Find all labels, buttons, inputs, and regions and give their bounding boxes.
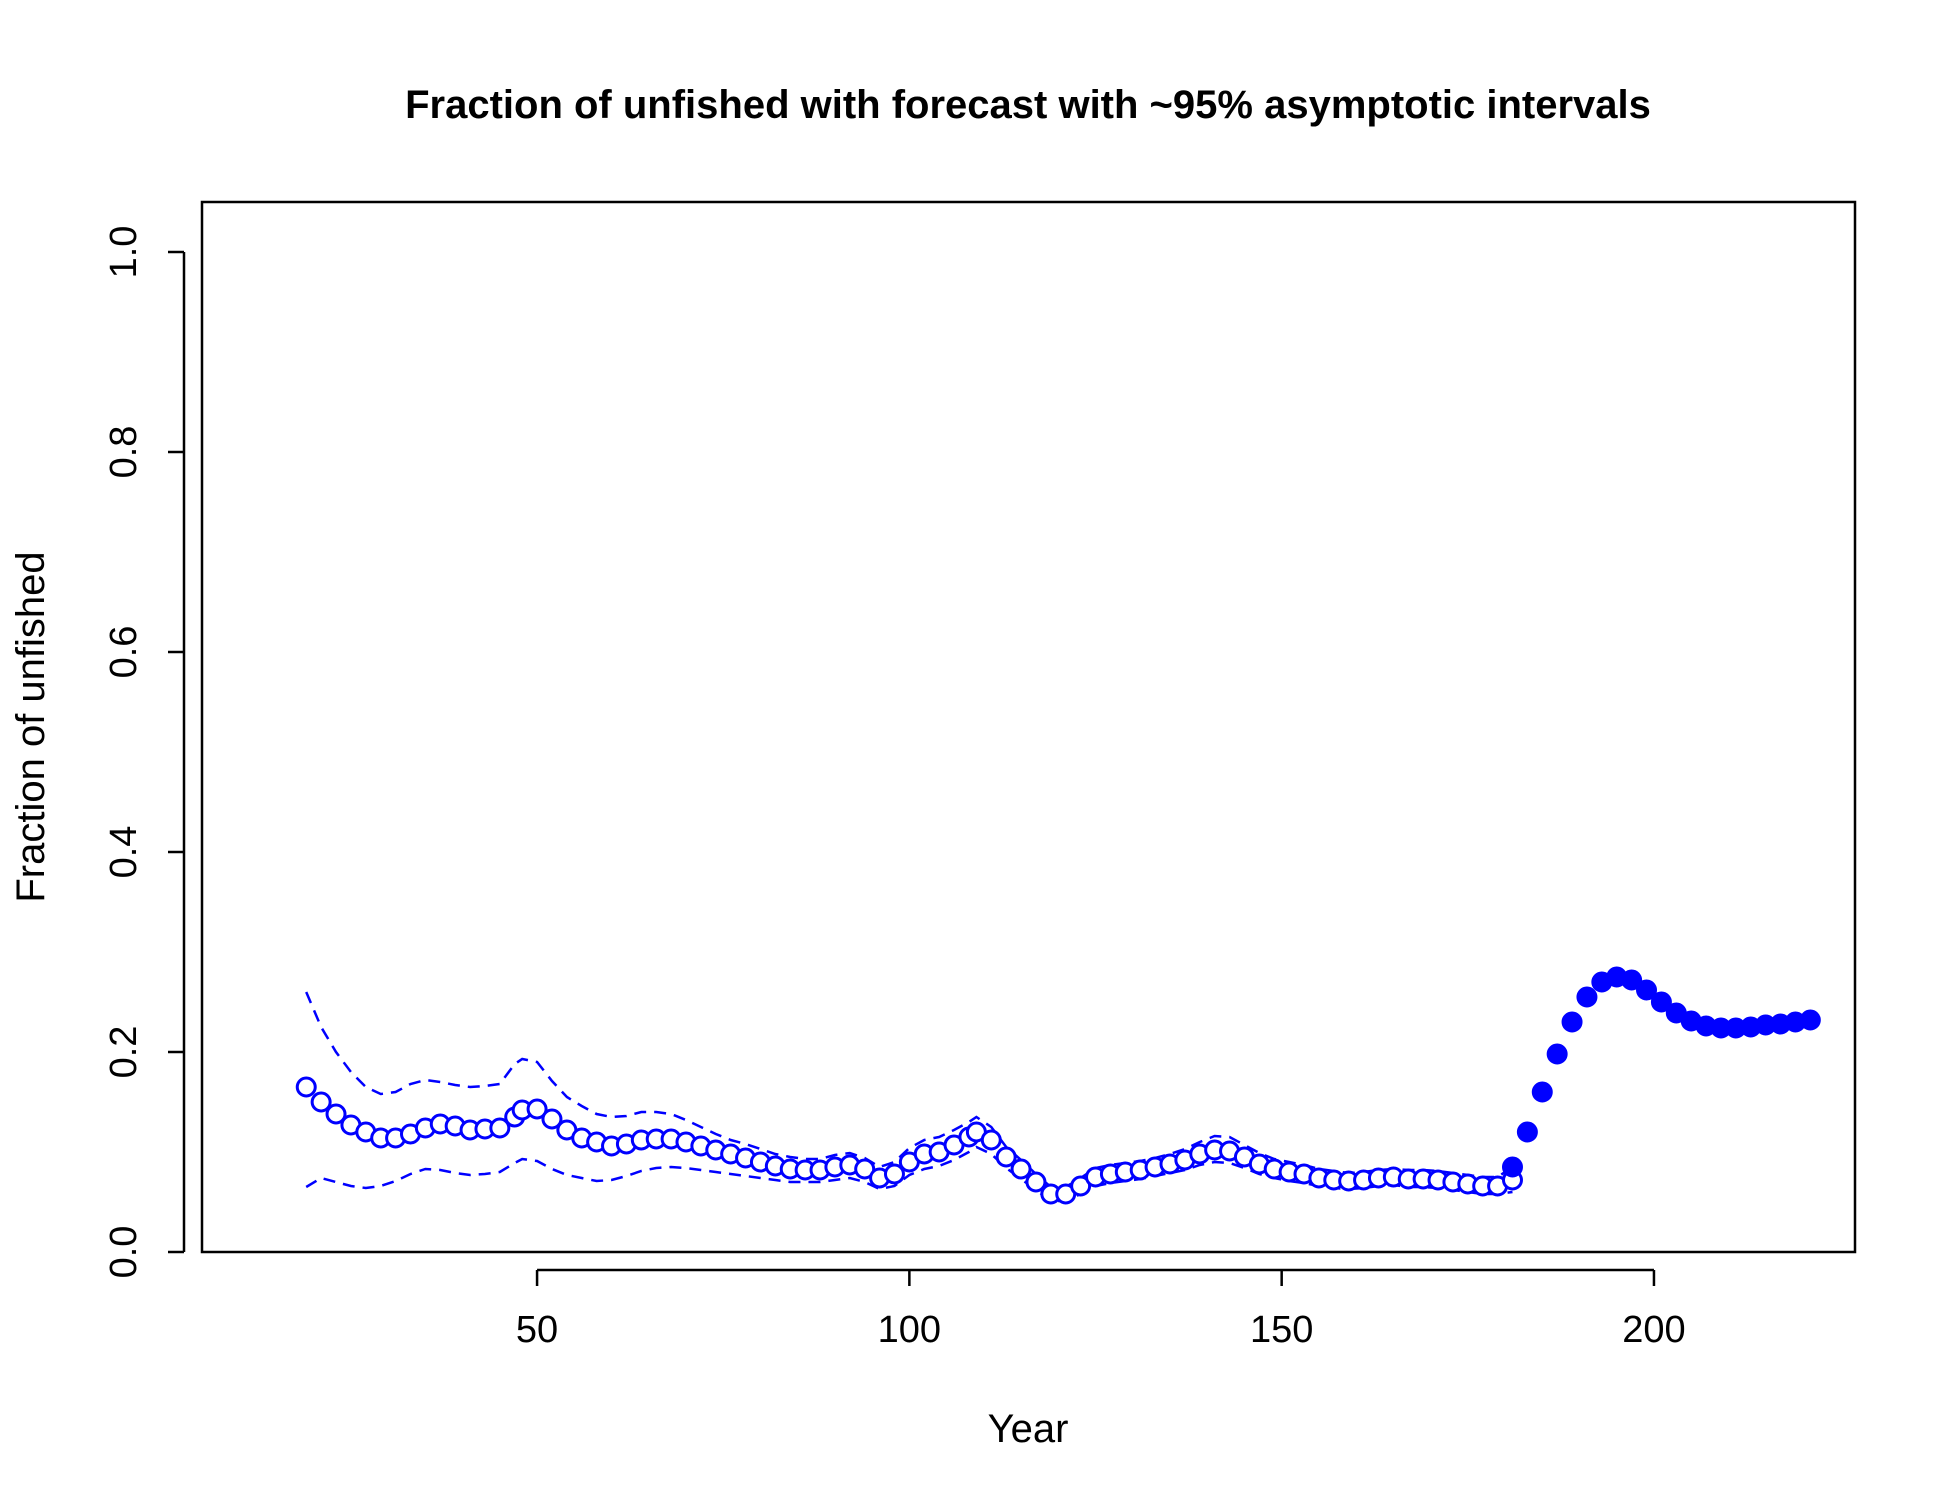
estimate-point: [325, 1103, 347, 1125]
forecast-point: [1501, 1156, 1523, 1178]
forecast-point: [1531, 1081, 1553, 1103]
estimate-point: [1070, 1175, 1092, 1197]
estimate-point: [1025, 1171, 1047, 1193]
x-tick-label: 50: [516, 1309, 558, 1351]
x-tick-label: 150: [1250, 1309, 1313, 1351]
estimate-point: [1010, 1158, 1032, 1180]
forecast-point: [1650, 991, 1672, 1013]
y-tick-label: 0.8: [103, 426, 145, 479]
forecast-point: [1561, 1011, 1583, 1033]
estimate-point: [995, 1146, 1017, 1168]
estimate-point: [489, 1117, 511, 1139]
estimate-point: [295, 1076, 317, 1098]
y-tick-label: 0.6: [103, 626, 145, 679]
y-tick-label: 1.0: [103, 226, 145, 279]
forecast-point: [1576, 986, 1598, 1008]
estimate-point: [980, 1129, 1002, 1151]
y-axis: 0.0 0.2 0.4 0.6 0.8 1.0: [103, 226, 186, 1279]
chart-title: Fraction of unfished with forecast with …: [405, 83, 1651, 127]
y-tick-label: 0.0: [103, 1226, 145, 1279]
forecast-point: [1636, 979, 1658, 1001]
plot-layer: [295, 966, 1821, 1205]
estimate-point: [854, 1158, 876, 1180]
lower-95-interval-line: [305, 1145, 1513, 1203]
x-axis-label: Year: [988, 1407, 1069, 1451]
y-tick-label: 0.2: [103, 1026, 145, 1079]
x-tick-label: 200: [1622, 1309, 1685, 1351]
x-axis: 50 100 150 200: [516, 1268, 1686, 1351]
x-tick-label: 100: [878, 1309, 941, 1351]
forecast-point: [1516, 1121, 1538, 1143]
plot-area: [200, 200, 1857, 1254]
y-axis-label: Fraction of unfished: [9, 551, 53, 902]
estimate-point: [883, 1163, 905, 1185]
estimate-point: [526, 1098, 548, 1120]
forecast-point: [1799, 1009, 1821, 1031]
y-tick-label: 0.4: [103, 826, 145, 879]
estimate-point: [310, 1091, 332, 1113]
estimate-point: [541, 1108, 563, 1130]
forecast-point: [1546, 1043, 1568, 1065]
forecast-point: [1621, 969, 1643, 991]
